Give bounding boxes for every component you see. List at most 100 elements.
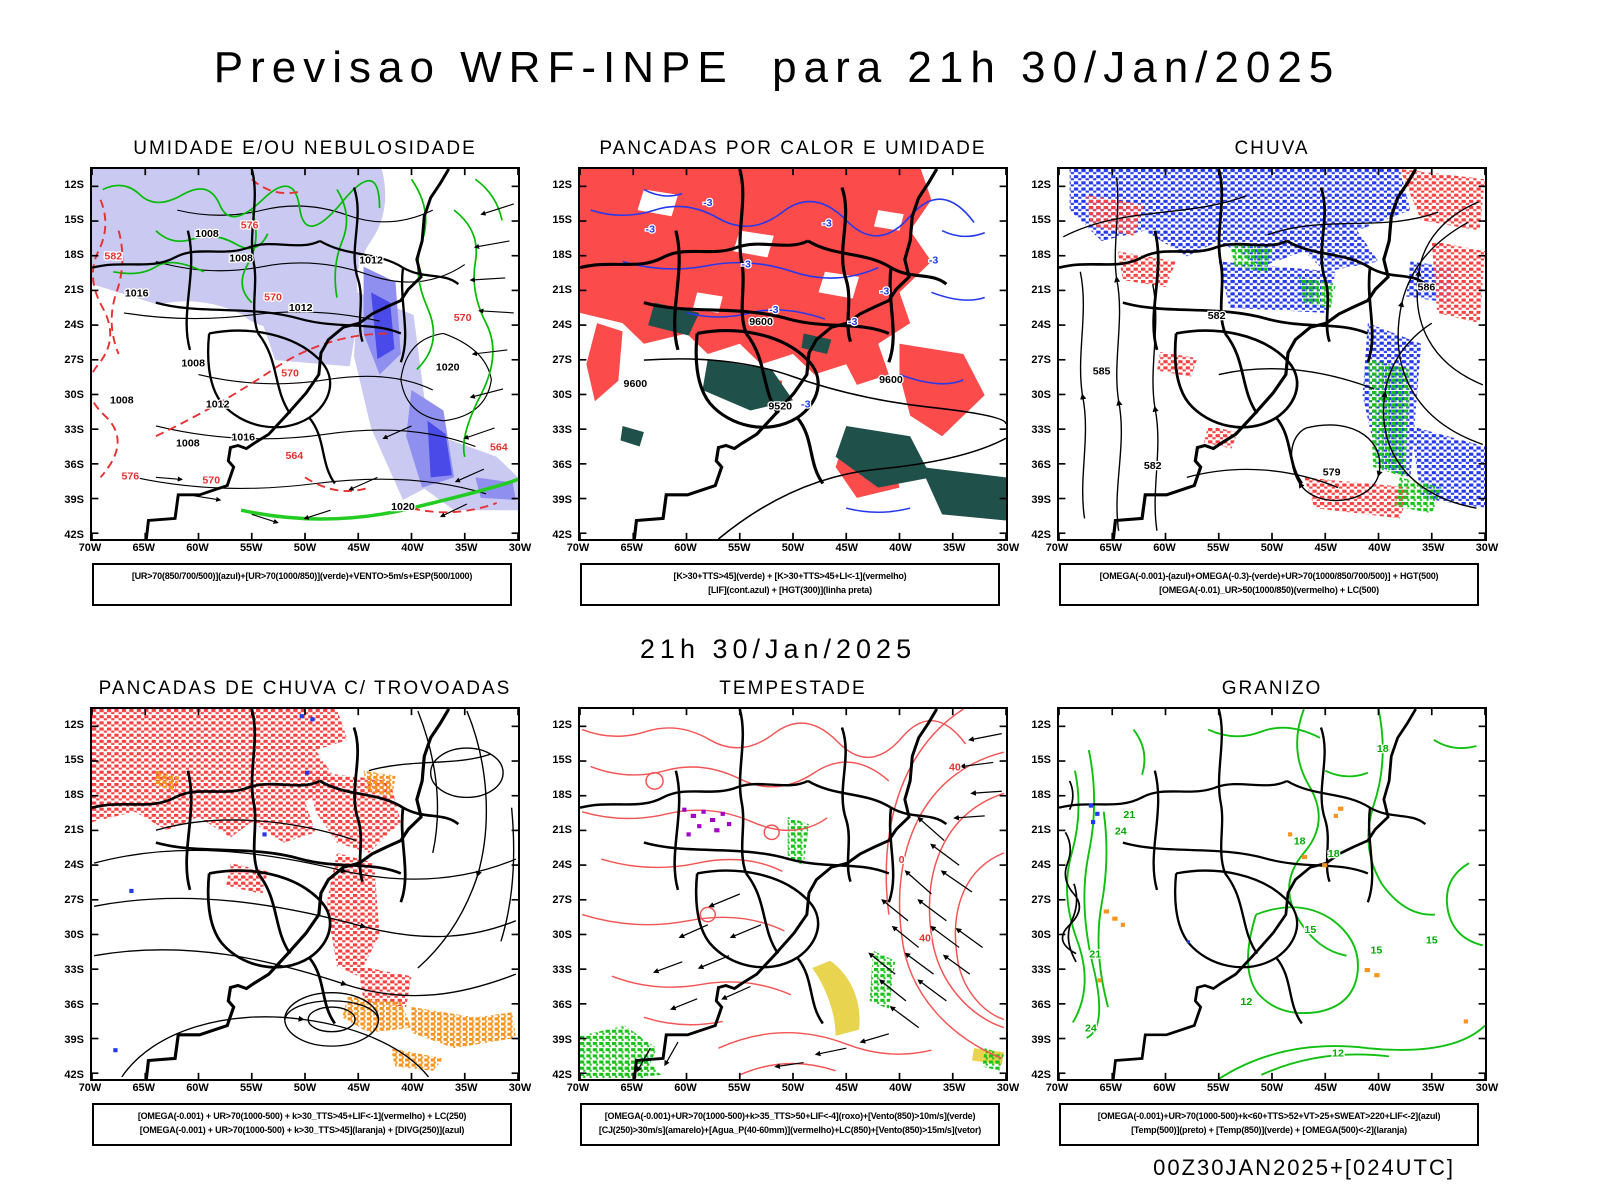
lat-tick-label: 30S <box>64 928 84 941</box>
lat-tick-label: 36S <box>1031 999 1051 1012</box>
contour-label: 582 <box>1208 311 1226 322</box>
contour-label: 12 <box>1241 997 1253 1008</box>
lat-tick-label: 15S <box>552 213 572 226</box>
lat-tick-label: 30S <box>1031 388 1051 401</box>
contour-label: -3 <box>822 219 832 230</box>
lon-tick-label: 35W <box>942 1082 966 1094</box>
legend-box: [OMEGA(-0.001)-(azul)+OMEGA(-0.3)-(verde… <box>1059 563 1479 606</box>
lat-tick-label: 24S <box>552 318 572 331</box>
lat-tick-label: 15S <box>64 753 84 766</box>
lon-tick-label: 30W <box>508 542 532 554</box>
panel-tempestade: TEMPESTADE 12S 15S 18S 21S 24S 27S 30S 33S 36S 39… <box>552 678 1020 1146</box>
contour-label: 40 <box>919 933 931 944</box>
lat-tick-label: 30S <box>552 928 572 941</box>
showers-fill-red <box>92 709 412 1008</box>
contour-label: 1012 <box>359 256 383 267</box>
lat-tick-label: 27S <box>64 893 84 906</box>
lat-axis: 12S 15S 18S 21S 24S 27S 30S 33S 36S 39S 42S <box>542 167 574 542</box>
lon-axis: 70W 65W 60W 55W 50W 45W 40W 35W 30W <box>79 1082 532 1097</box>
lon-tick-label: 50W <box>1260 542 1284 554</box>
contour-label: 18 <box>1294 837 1306 848</box>
lat-tick-label: 36S <box>64 999 84 1012</box>
contour-label: 570 <box>281 369 299 380</box>
lon-tick-label: 70W <box>566 542 590 554</box>
contour-label: 18 <box>1377 744 1389 755</box>
lon-tick-label: 60W <box>674 1082 697 1094</box>
storm-fill-green <box>580 816 1004 1079</box>
wind-vectors <box>155 203 514 524</box>
contour-label: 579 <box>1323 467 1341 478</box>
contour-label: 570 <box>202 476 220 487</box>
contour-label: -3 <box>880 287 890 298</box>
lat-tick-label: 27S <box>552 353 572 366</box>
legend-box: [OMEGA(-0.001)+UR>70(1000-500)+k>35_TTS>… <box>580 1103 1000 1146</box>
lon-tick-label: 50W <box>293 542 317 554</box>
contour-label: 576 <box>121 472 139 483</box>
lat-tick-label: 36S <box>1031 459 1051 472</box>
axis-ticks <box>1059 709 1485 1079</box>
lon-tick-label: 70W <box>1045 542 1069 554</box>
axis-ticks <box>92 709 518 1079</box>
panel-title: UMIDADE E/OU NEBULOSIDADE <box>133 138 477 159</box>
lon-tick-label: 60W <box>1153 542 1176 554</box>
contour-label: 9600 <box>879 375 903 386</box>
lon-tick-label: 45W <box>835 542 859 554</box>
lat-tick-label: 33S <box>64 423 84 436</box>
lat-tick-label: 39S <box>1031 494 1051 507</box>
panel-title: TEMPESTADE <box>719 678 867 699</box>
axis-ticks <box>580 709 1006 1079</box>
lat-tick-label: 39S <box>552 1034 572 1047</box>
axis-ticks <box>92 169 518 539</box>
contour-label: 576 <box>241 221 259 232</box>
legend-line: [CJ(250)>30m/s](amarelo)+[Agua_P(40-60mm… <box>598 1124 982 1135</box>
lat-tick-label: 39S <box>64 494 84 507</box>
humidity-shading <box>92 169 518 511</box>
storm-specks-purple <box>682 807 732 837</box>
legend-line: [OMEGA(-0.001)+UR>70(1000-500)+k<60+TTS>… <box>1097 1111 1441 1121</box>
hgt300-contours-black <box>643 358 1006 539</box>
contour-label: 15 <box>1426 935 1438 946</box>
map-pancadas-calor: 9600 9600 9520 9600 -3 -3 -3 -3 -3 -3 -3 -3 -3 <box>578 167 1008 541</box>
contour-label: 582 <box>1144 461 1162 472</box>
lon-tick-label: 40W <box>1368 1082 1391 1094</box>
contour-label: 570 <box>454 313 472 324</box>
temp850-contours-green <box>1066 709 1485 1079</box>
map-chuva: 586 582 579 582 585 <box>1057 167 1487 541</box>
lat-tick-label: 39S <box>1031 1034 1051 1047</box>
lon-tick-label: 30W <box>1475 1082 1499 1094</box>
page-title: Previsao WRF-INPE para 21h 30/Jan/2025 <box>213 43 1341 93</box>
lat-tick-label: 42S <box>552 529 572 542</box>
lat-tick-label: 18S <box>64 248 84 261</box>
map-trovoadas <box>90 707 520 1081</box>
contour-label: 24 <box>1115 827 1127 838</box>
thickness-contours-red-dashed <box>92 178 498 514</box>
lon-tick-label: 45W <box>835 1082 859 1094</box>
country-borders <box>1059 709 1427 1025</box>
contour-label: 570 <box>264 293 282 304</box>
omega-specks-orange <box>1097 806 1468 1024</box>
panel-chuva: CHUVA 12S 15S 18S 21S 24S 27S 30S 33S 36S 39S 42S <box>1031 138 1498 606</box>
contour-label: -3 <box>741 260 751 271</box>
legend-line: [OMEGA(-0.001) + UR>70(1000-500) + k>30_… <box>137 1111 467 1121</box>
lon-tick-label: 60W <box>186 1082 209 1094</box>
lon-tick-label: 45W <box>1314 1082 1338 1094</box>
contour-label: 564 <box>285 451 303 462</box>
lon-tick-label: 40W <box>1368 542 1391 554</box>
lon-tick-label: 65W <box>132 542 156 554</box>
lat-tick-label: 30S <box>552 388 572 401</box>
legend-line: [UR>70(850/700/500)](azul)+[UR>70(1000/8… <box>131 571 473 581</box>
lon-tick-label: 40W <box>401 542 424 554</box>
lat-tick-label: 18S <box>64 788 84 801</box>
lat-tick-label: 27S <box>552 893 572 906</box>
axis-ticks <box>1059 169 1485 539</box>
lat-tick-label: 12S <box>552 718 572 731</box>
contour-label: 1008 <box>176 439 200 450</box>
lon-tick-label: 45W <box>347 1082 371 1094</box>
lat-tick-label: 21S <box>1031 283 1051 296</box>
center-valid-time: 21h 30/Jan/2025 <box>639 634 917 664</box>
lat-tick-label: 33S <box>1031 423 1051 436</box>
contour-label: 9520 <box>768 402 792 413</box>
contour-label: 21 <box>1089 950 1101 961</box>
contour-label: 585 <box>1093 367 1111 378</box>
lon-axis: 70W 65W 60W 55W 50W 45W 40W 35W 30W <box>567 1082 1020 1097</box>
